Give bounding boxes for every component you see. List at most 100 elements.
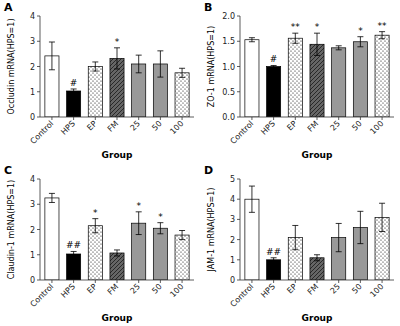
bar xyxy=(88,67,102,118)
y-tick-label: 0 xyxy=(30,113,35,122)
bar xyxy=(67,254,81,280)
error-bar-path xyxy=(357,211,363,243)
y-tick xyxy=(237,117,240,118)
y-tick-label: 0.0 xyxy=(222,113,235,122)
error-bar xyxy=(179,231,185,240)
error-bar-path xyxy=(379,203,385,231)
significance: * xyxy=(158,212,163,222)
y-tick-label: 3 xyxy=(230,215,235,224)
y-tick xyxy=(237,239,240,240)
error-bar xyxy=(292,225,298,249)
x-axis-label: Group xyxy=(102,150,133,160)
y-axis-label: Occludin mRNA(HPS=1) xyxy=(7,18,16,114)
x-tick xyxy=(317,280,318,283)
error-bar-path xyxy=(249,186,255,212)
bar xyxy=(267,67,281,118)
y-tick xyxy=(37,229,40,230)
x-tick-label: 25 xyxy=(329,282,343,296)
x-tick xyxy=(95,280,96,283)
x-tick xyxy=(338,280,339,283)
panel-label: D xyxy=(204,164,213,177)
error-bar-path xyxy=(92,219,98,233)
error-bar xyxy=(271,65,277,67)
y-tick-label: 2.0 xyxy=(222,12,235,21)
bar-hatch xyxy=(288,38,302,117)
bars xyxy=(45,42,189,117)
x-tick xyxy=(182,117,183,120)
significance: ** xyxy=(378,21,388,31)
bar xyxy=(88,226,102,280)
bar xyxy=(245,40,259,117)
y-tick-label: 3 xyxy=(30,200,35,209)
error-bar-path xyxy=(49,42,55,70)
y-tick-label: 2 xyxy=(30,226,35,235)
x-tick xyxy=(51,117,52,120)
y-tick xyxy=(237,16,240,17)
error-bar xyxy=(357,37,363,47)
y-tick xyxy=(237,280,240,281)
y-tick xyxy=(37,16,40,17)
significance: * xyxy=(358,26,363,36)
y-tick-label: 1 xyxy=(230,256,235,265)
y-tick-label: 4 xyxy=(30,175,35,184)
x-tick-label: FM xyxy=(106,282,121,297)
y-tick-label: 5 xyxy=(230,175,235,184)
x-tick-label: Control xyxy=(29,282,56,309)
x-tick-label: HPS xyxy=(259,119,277,137)
x-tick xyxy=(117,117,118,120)
y-axis xyxy=(40,179,41,280)
error-bar xyxy=(292,33,298,43)
error-bar-path xyxy=(336,46,342,50)
x-tick-label: FM xyxy=(306,282,321,297)
x-tick xyxy=(295,117,296,120)
x-tick-label: HPS xyxy=(59,282,77,300)
y-tick xyxy=(37,204,40,205)
error-bar xyxy=(271,258,277,262)
significance: ## xyxy=(266,247,281,257)
x-tick-label: Control xyxy=(229,119,256,146)
x-tick xyxy=(138,117,139,120)
y-tick-label: 1.5 xyxy=(222,37,235,46)
bar-hatch xyxy=(175,235,189,280)
error-bar-path xyxy=(292,33,298,43)
x-tick xyxy=(73,117,74,120)
error-bar xyxy=(71,89,77,93)
error-bar-path xyxy=(357,37,363,47)
x-tick xyxy=(251,280,252,283)
x-tick-label: 100 xyxy=(368,119,385,136)
error-bar xyxy=(114,250,120,256)
x-tick-label: EP xyxy=(85,119,98,132)
x-tick xyxy=(160,117,161,120)
error-bar xyxy=(336,46,342,50)
y-tick-label: 1 xyxy=(30,88,35,97)
y-tick-label: 2 xyxy=(230,236,235,245)
x-tick-label: 25 xyxy=(329,119,343,133)
x-tick-label: EP xyxy=(285,282,298,295)
panel-label: B xyxy=(204,1,212,14)
error-bar-path xyxy=(379,32,385,39)
x-tick xyxy=(382,280,383,283)
error-bar xyxy=(314,255,320,261)
x-tick-label: 25 xyxy=(129,119,143,133)
panel: C01234##***ControlHPSEPFM2550100Claudin-… xyxy=(4,164,194,323)
x-tick xyxy=(338,117,339,120)
x-tick-label: EP xyxy=(285,119,298,132)
significance: * xyxy=(136,201,141,211)
error-bar-path xyxy=(92,62,98,71)
panel-label: C xyxy=(4,164,12,177)
x-tick xyxy=(117,280,118,283)
x-axis-label: Group xyxy=(302,150,333,160)
x-tick xyxy=(160,280,161,283)
significance: * xyxy=(115,37,120,47)
panel: A01234#*ControlHPSEPFM2550100Occludin mR… xyxy=(4,1,194,160)
error-bar-path xyxy=(271,65,277,67)
bar xyxy=(332,48,346,117)
bar xyxy=(45,198,59,280)
bars xyxy=(245,32,389,117)
error-bar-path xyxy=(179,68,185,77)
error-bar xyxy=(357,211,363,243)
bar xyxy=(175,73,189,117)
x-tick xyxy=(273,280,274,283)
significance: * xyxy=(315,22,320,32)
x-tick-label: 100 xyxy=(168,282,185,299)
